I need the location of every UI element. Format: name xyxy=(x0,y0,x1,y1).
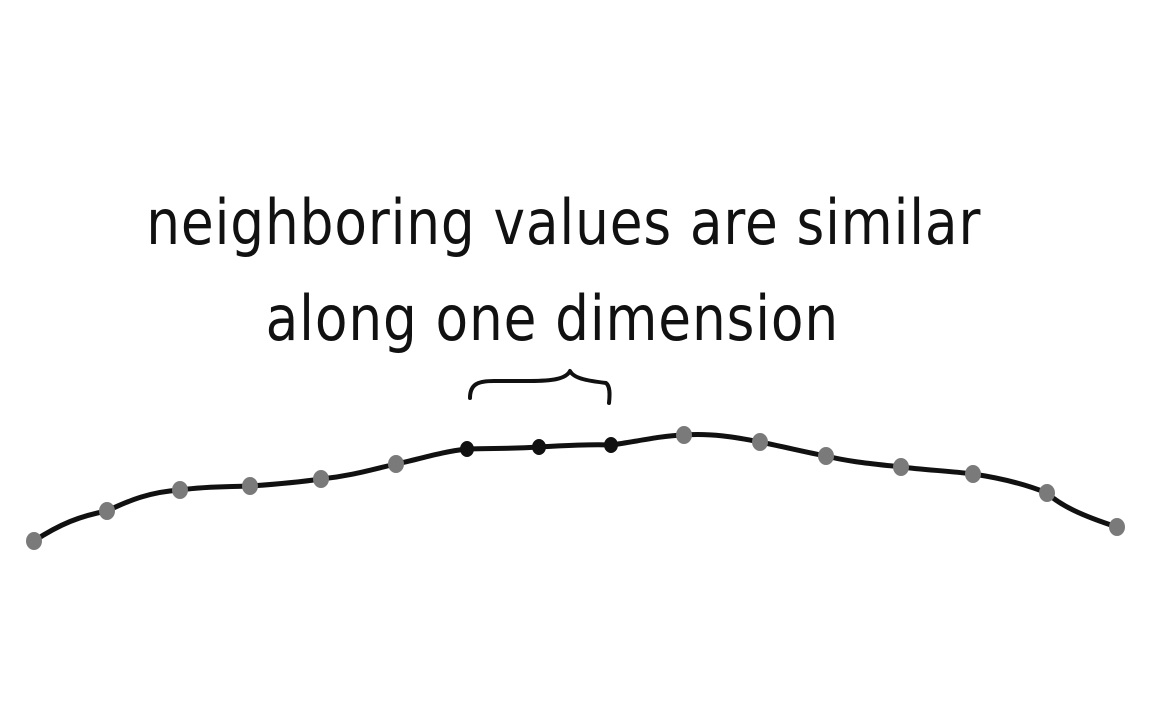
data-point xyxy=(313,470,329,488)
curly-brace xyxy=(468,369,612,405)
data-point xyxy=(172,481,188,499)
data-point xyxy=(752,433,768,451)
data-curve xyxy=(31,432,1120,544)
highlighted-point xyxy=(604,437,618,453)
caption-line-2: along one dimension xyxy=(265,282,840,355)
data-point xyxy=(242,477,258,495)
data-point xyxy=(99,502,115,520)
caption-line-1: neighboring values are similar xyxy=(146,186,982,259)
data-point xyxy=(1109,518,1125,536)
data-point xyxy=(818,447,834,465)
data-point xyxy=(893,458,909,476)
highlighted-point xyxy=(532,439,546,455)
data-points xyxy=(26,426,1125,550)
data-point xyxy=(676,426,692,444)
data-point xyxy=(1039,484,1055,502)
highlighted-point xyxy=(460,441,474,457)
data-point xyxy=(965,465,981,483)
data-point xyxy=(26,532,42,550)
data-point xyxy=(388,455,404,473)
